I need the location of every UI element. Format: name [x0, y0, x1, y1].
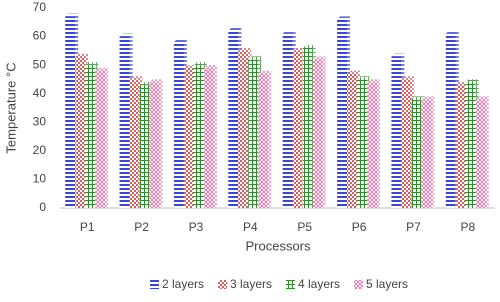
legend-swatch [286, 280, 295, 289]
bar [248, 59, 259, 208]
legend-label: 5 layers [366, 277, 408, 291]
bar-top [411, 96, 425, 100]
bar-top [65, 13, 79, 17]
bar [455, 85, 466, 208]
x-tick-label: P7 [406, 220, 421, 234]
bar [183, 68, 194, 208]
bar [347, 73, 358, 208]
x-tick-label: P5 [297, 220, 312, 234]
bar-side [322, 56, 326, 208]
legend-swatch [354, 280, 363, 289]
bar-side [159, 79, 163, 209]
bar [193, 65, 204, 209]
bar [367, 82, 378, 208]
bar [401, 79, 412, 208]
bar-top [421, 96, 435, 100]
bar-top [401, 76, 415, 80]
y-tick-label: 70 [33, 0, 47, 14]
x-tick-label: P4 [243, 220, 258, 234]
bar-top [455, 82, 469, 86]
bar [357, 79, 368, 208]
bar-side [485, 96, 489, 208]
bar [391, 56, 402, 209]
bar [258, 73, 269, 208]
bar-top [445, 30, 459, 34]
bar [302, 48, 313, 208]
bar [119, 36, 130, 209]
bar [465, 82, 476, 208]
bar [75, 56, 86, 209]
bar-top [85, 62, 99, 66]
x-tick-label: P1 [80, 220, 95, 234]
bar-top [475, 96, 489, 100]
y-tick-label: 0 [39, 200, 46, 214]
bar [475, 99, 486, 208]
bar [139, 85, 150, 208]
bar-top [292, 47, 306, 51]
y-tick-label: 50 [33, 57, 47, 71]
bar-side [268, 70, 272, 208]
y-tick-label: 30 [33, 114, 47, 128]
bar-top [173, 39, 187, 43]
bar [282, 33, 293, 208]
bar-top [465, 79, 479, 83]
y-tick-label: 60 [33, 29, 47, 43]
bar-top [183, 65, 197, 68]
bar-top [337, 16, 351, 20]
bar-top [367, 79, 381, 83]
bar [203, 68, 214, 208]
bar-top [228, 27, 242, 31]
bar-top [302, 45, 316, 48]
x-tick-label: P6 [352, 220, 367, 234]
bar-side [377, 79, 381, 209]
bar-top [347, 70, 361, 74]
bar-top [95, 67, 109, 71]
bar-top [238, 47, 252, 51]
legend-swatch [218, 280, 227, 289]
x-axis-title: Processors [245, 238, 311, 253]
y-tick-label: 10 [33, 172, 47, 186]
bar-top [357, 76, 371, 80]
bar [95, 70, 106, 208]
legend-label: 4 layers [298, 277, 340, 291]
bar [85, 65, 96, 209]
bar-top [129, 76, 143, 80]
bar-top [312, 56, 326, 60]
bar-top [258, 70, 272, 74]
bar-top [139, 82, 153, 86]
bar-side [431, 96, 435, 208]
y-tick-label: 20 [33, 143, 47, 157]
bar [238, 50, 249, 208]
bar [411, 99, 422, 208]
bar-top [119, 33, 133, 37]
x-tick-label: P2 [134, 220, 149, 234]
legend-label: 3 layers [230, 277, 272, 291]
bar-top [149, 79, 163, 83]
y-tick-label: 40 [33, 86, 47, 100]
bar [337, 19, 348, 208]
x-tick-label: P3 [189, 220, 204, 234]
bar [312, 59, 323, 208]
bar [421, 99, 432, 208]
legend-label: 2 layers [162, 277, 204, 291]
bar [149, 82, 160, 208]
y-axis-title: Temperature °C [3, 62, 18, 153]
legend-swatch [150, 280, 159, 289]
x-tick-label: P8 [460, 220, 475, 234]
bar-top [203, 65, 217, 68]
bar-side [105, 67, 109, 208]
bar-top [248, 56, 262, 60]
bar [129, 79, 140, 208]
bar [292, 50, 303, 208]
bar [173, 42, 184, 209]
bar-top [193, 62, 207, 66]
bar-top [75, 53, 89, 57]
bar [65, 16, 76, 209]
bar-top [282, 30, 296, 34]
bar-side [213, 65, 217, 208]
bar-top [391, 53, 405, 57]
bar [445, 33, 456, 208]
bar [228, 30, 239, 208]
